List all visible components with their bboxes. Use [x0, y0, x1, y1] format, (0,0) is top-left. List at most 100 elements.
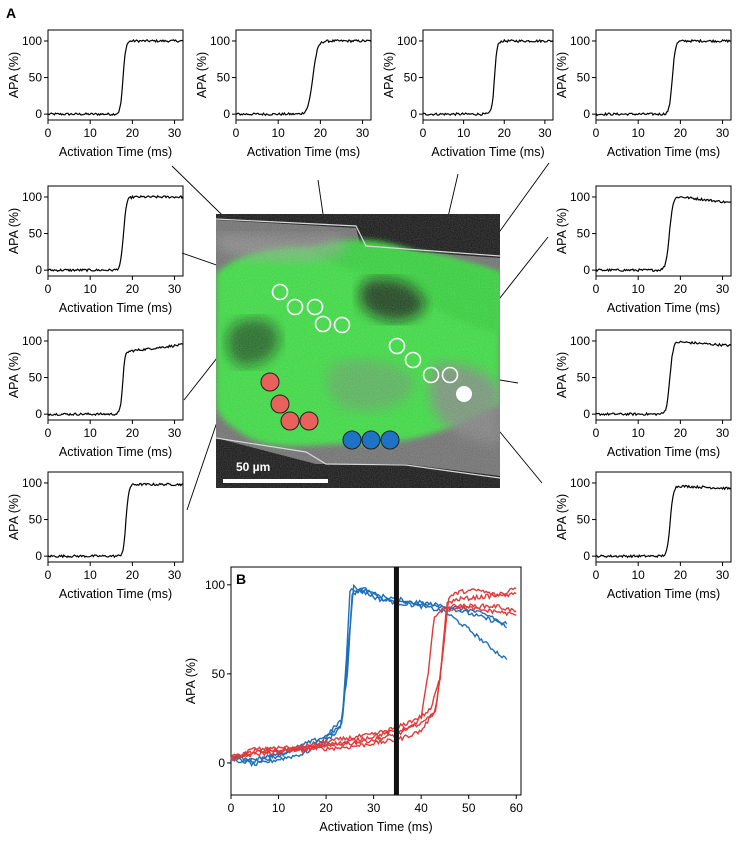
- y-tick-label: 0: [35, 549, 42, 563]
- y-tick-label: 50: [217, 71, 231, 85]
- x-axis-label: Activation Time (ms): [59, 587, 172, 601]
- x-tick-label: 10: [632, 568, 646, 582]
- gap-bar: [393, 567, 399, 795]
- apa-trace: [47, 343, 184, 417]
- y-tick-label: 0: [583, 407, 590, 421]
- x-tick-label: 20: [126, 282, 140, 296]
- x-tick-label: 0: [420, 126, 427, 140]
- x-tick-label: 30: [716, 568, 730, 582]
- x-tick-label: 60: [510, 801, 524, 815]
- panel-a-label: A: [6, 5, 16, 21]
- y-tick-label: 100: [22, 190, 42, 204]
- x-tick-label: 30: [716, 126, 730, 140]
- apa-trace: [595, 38, 731, 117]
- y-tick-label: 50: [29, 371, 43, 385]
- red-trace-6: [230, 603, 517, 760]
- y-tick-label: 0: [223, 107, 230, 121]
- x-tick-label: 10: [84, 568, 98, 582]
- x-axis-label: Activation Time (ms): [319, 820, 432, 834]
- x-tick-label: 30: [168, 282, 182, 296]
- plot-frame: [235, 29, 372, 121]
- x-tick-label: 20: [498, 126, 512, 140]
- blue-site-markers: [342, 430, 400, 450]
- x-axis-label: Activation Time (ms): [607, 445, 720, 459]
- x-tick-label: 50: [462, 801, 476, 815]
- plot-frame: [595, 329, 732, 421]
- plot-frame: [595, 471, 732, 563]
- x-tick-label: 0: [593, 126, 600, 140]
- x-axis-label: Activation Time (ms): [59, 145, 172, 159]
- plot-frame: [47, 29, 184, 121]
- x-tick-label: 10: [457, 126, 471, 140]
- x-axis-label: Activation Time (ms): [247, 145, 360, 159]
- y-tick-label: 100: [570, 476, 590, 490]
- apa-trace: [595, 196, 732, 273]
- x-tick-label: 20: [674, 568, 688, 582]
- y-tick-label: 100: [22, 334, 42, 348]
- scale-bar: [223, 479, 328, 483]
- x-axis-label: Activation Time (ms): [607, 587, 720, 601]
- y-tick-label: 100: [210, 34, 230, 48]
- y-axis-label: APA (%): [555, 494, 569, 540]
- x-tick-label: 30: [356, 126, 370, 140]
- plot-frame: [422, 29, 554, 121]
- plot-frame: [47, 329, 184, 421]
- recording-sites: [271, 283, 459, 384]
- y-axis-label: APA (%): [7, 352, 21, 398]
- chart-a7: 0 10 20 30 0 50 100 Activation Time (ms) APA (%): [7, 329, 184, 459]
- x-tick-label: 0: [45, 568, 52, 582]
- x-axis-label: Activation Time (ms): [607, 145, 720, 159]
- y-tick-label: 50: [404, 71, 418, 85]
- x-tick-label: 0: [593, 568, 600, 582]
- y-tick-label: 0: [35, 107, 42, 121]
- x-tick-label: 10: [632, 126, 646, 140]
- y-axis-label: APA (%): [7, 494, 21, 540]
- plot-frame: [47, 185, 184, 277]
- chart-a1: 0 10 20 30 0 50 100 Activation Time (ms) APA (%): [7, 29, 184, 159]
- y-axis-label: APA (%): [555, 352, 569, 398]
- y-axis-label: APA (%): [184, 658, 198, 704]
- y-tick-label: 50: [577, 513, 591, 527]
- x-tick-label: 30: [538, 126, 552, 140]
- apa-trace: [423, 38, 554, 117]
- white-site-marker: [456, 386, 472, 402]
- red-site-markers: [260, 372, 319, 431]
- x-axis-label: Activation Time (ms): [59, 301, 172, 315]
- x-tick-label: 30: [716, 426, 730, 440]
- x-tick-label: 10: [632, 282, 646, 296]
- y-tick-label: 0: [583, 107, 590, 121]
- scale-bar-label: 50 µm: [236, 460, 270, 474]
- x-tick-label: 10: [272, 801, 286, 815]
- blue-trace-1: [230, 588, 508, 764]
- x-tick-label: 20: [674, 126, 688, 140]
- x-tick-label: 30: [168, 426, 182, 440]
- apa-trace: [47, 38, 184, 117]
- apa-trace: [235, 39, 372, 117]
- panel-b-label: B: [236, 571, 246, 587]
- x-tick-label: 20: [126, 426, 140, 440]
- x-axis-label: Activation Time (ms): [59, 445, 172, 459]
- plot-frame: [47, 471, 184, 563]
- y-tick-label: 100: [570, 334, 590, 348]
- chart-a8: 0 10 20 30 0 50 100 Activation Time (ms) APA (%): [555, 329, 732, 459]
- y-tick-label: 50: [577, 71, 591, 85]
- x-tick-label: 30: [168, 126, 182, 140]
- y-tick-label: 100: [22, 34, 42, 48]
- apa-trace: [47, 194, 184, 273]
- y-tick-label: 50: [29, 227, 43, 241]
- x-tick-label: 30: [168, 568, 182, 582]
- x-tick-label: 0: [45, 126, 52, 140]
- y-axis-label: APA (%): [195, 52, 209, 98]
- x-tick-label: 0: [593, 426, 600, 440]
- x-tick-label: 10: [84, 426, 98, 440]
- y-axis-label: APA (%): [555, 208, 569, 254]
- plot-frame: [595, 185, 732, 277]
- x-tick-label: 0: [233, 126, 240, 140]
- y-tick-label: 50: [577, 227, 591, 241]
- x-tick-label: 20: [126, 126, 140, 140]
- x-tick-label: 10: [84, 126, 98, 140]
- x-tick-label: 30: [716, 282, 730, 296]
- microscopy-image: 50 µm: [216, 214, 500, 488]
